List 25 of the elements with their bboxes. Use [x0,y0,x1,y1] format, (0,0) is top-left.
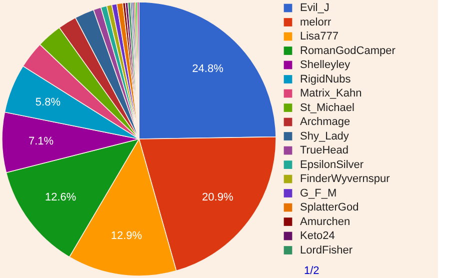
legend-label: SplatterGod [300,202,359,214]
legend-label: Archmage [300,116,350,128]
legend-label: St_Michael [300,102,354,114]
legend-label: Keto24 [300,230,335,242]
data-label: 12.6% [44,192,76,204]
legend-label: Shy_Lady [300,130,350,142]
legend-label: melorr [300,16,332,28]
legend-label: Matrix_Kahn [300,88,362,100]
text: 1/2 [304,265,320,277]
legend-label: LordFisher [300,244,353,256]
legend-label: EpsilonSilver [300,158,364,171]
legend-label: RomanGodCamper [300,44,396,57]
data-label: 24.8% [192,63,224,76]
legend-label: Shelleyley [300,59,351,71]
legend-label: TrueHead [300,144,349,156]
data-label: 12.9% [110,230,142,242]
legend-label: FinderWyvernspur [300,173,390,185]
legend-label: Evil_J [300,2,330,14]
data-label: 7.1% [28,135,54,148]
legend-label: Lisa777 [300,30,339,42]
data-label: 20.9% [202,191,234,204]
data-label: 5.8% [35,96,61,109]
legend-label: RigidNubs [300,73,352,86]
legend-label: Amurchen [300,216,350,228]
legend-label: G_F_M [300,187,337,200]
